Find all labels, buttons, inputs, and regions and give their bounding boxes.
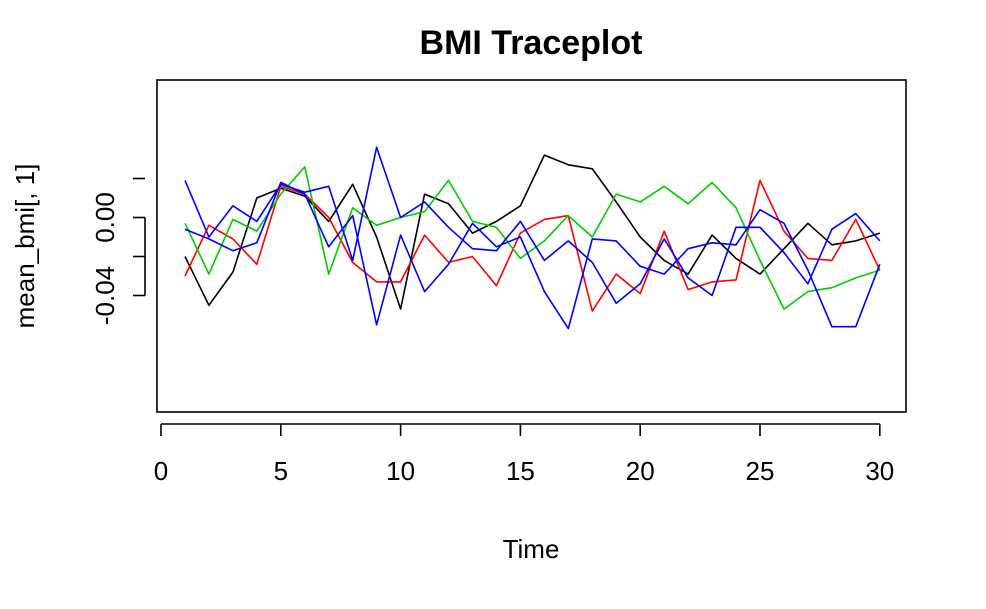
x-tick-label: 15 [506, 456, 535, 486]
x-axis-label: Time [503, 534, 560, 564]
x-tick-label: 30 [865, 456, 894, 486]
x-tick-label: 10 [386, 456, 415, 486]
series-line-1 [184, 154, 881, 310]
series-line-4 [184, 146, 881, 305]
x-axis: 0 5 10 15 20 25 30 [154, 423, 894, 486]
y-tick-label: -0.04 [90, 266, 120, 325]
y-axis: -0.04 0.00 [90, 177, 146, 325]
series-line-3 [184, 166, 881, 310]
x-tick-label: 25 [746, 456, 775, 486]
y-tick-label: 0.00 [90, 192, 120, 243]
y-axis-label: mean_bmi[, 1] [10, 164, 40, 329]
x-tick-label: 0 [154, 456, 168, 486]
plot-frame [156, 79, 907, 413]
chart-title: BMI Traceplot [420, 24, 643, 62]
series-layer [184, 146, 881, 330]
series-line-5 [184, 181, 881, 330]
x-tick-label: 20 [626, 456, 655, 486]
x-tick-label: 5 [274, 456, 288, 486]
